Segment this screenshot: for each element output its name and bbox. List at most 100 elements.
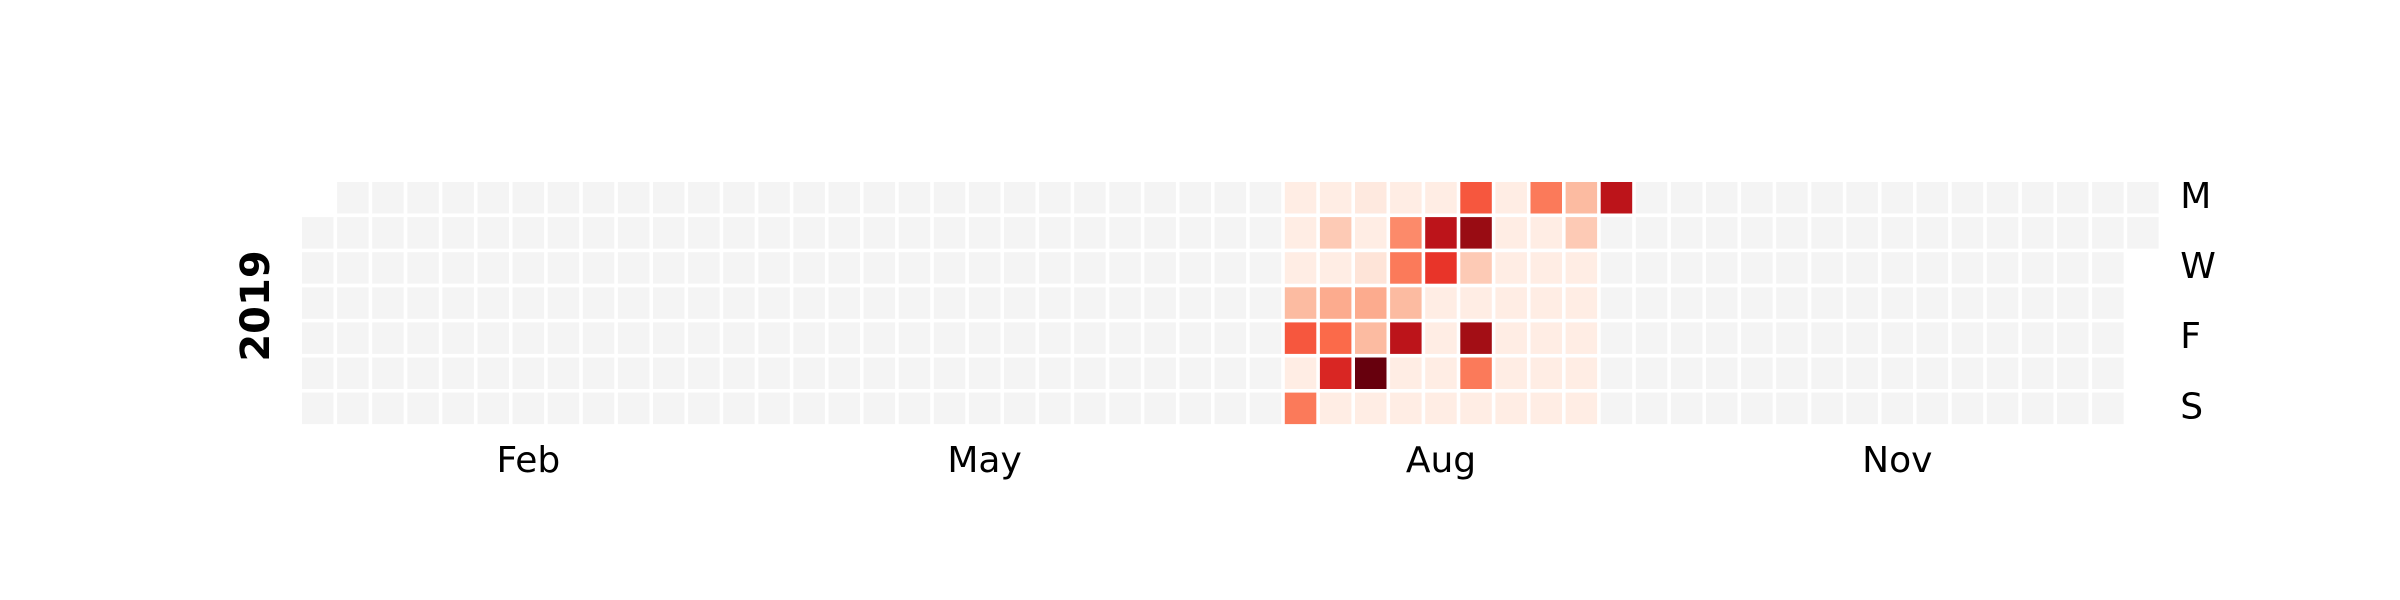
heatmap-cell-empty bbox=[1635, 182, 1668, 214]
heatmap-cell-empty bbox=[372, 287, 404, 319]
heatmap-cell-active bbox=[1600, 182, 1633, 214]
heatmap-cell-empty bbox=[477, 357, 509, 389]
heatmap-cell-empty bbox=[617, 217, 650, 249]
heatmap-cell-active bbox=[1355, 252, 1387, 284]
heatmap-cell-empty bbox=[898, 392, 931, 425]
heatmap-cell-empty bbox=[1670, 287, 1703, 319]
heatmap-cell-empty bbox=[1881, 322, 1913, 354]
heatmap-cell-active bbox=[1565, 182, 1598, 214]
heatmap-cell-empty bbox=[372, 252, 404, 284]
heatmap-cell-empty bbox=[1846, 392, 1878, 425]
heatmap-cell-empty bbox=[582, 182, 615, 214]
year-label: 2019 bbox=[233, 250, 279, 361]
heatmap-cell-empty bbox=[1144, 217, 1176, 249]
heatmap-cell-empty bbox=[863, 217, 896, 249]
heatmap-cell-active bbox=[1495, 252, 1527, 284]
heatmap-cell-empty bbox=[617, 182, 650, 214]
heatmap-cell-empty bbox=[2021, 392, 2054, 425]
heatmap-cell-empty bbox=[1916, 392, 1949, 425]
heatmap-cell-empty bbox=[1214, 252, 1247, 284]
heatmap-cell-empty bbox=[933, 322, 966, 354]
heatmap-cell-empty bbox=[1706, 357, 1738, 389]
heatmap-cell-empty bbox=[372, 217, 404, 249]
heatmap-cell-empty bbox=[1811, 287, 1843, 319]
heatmap-cell-empty bbox=[2092, 182, 2124, 214]
heatmap-cell-empty bbox=[1741, 357, 1773, 389]
heatmap-cell-empty bbox=[653, 217, 685, 249]
heatmap-cell-empty bbox=[898, 287, 931, 319]
heatmap-cell-empty bbox=[968, 357, 1001, 389]
heatmap-cell-empty bbox=[1706, 182, 1738, 214]
heatmap-cell-active bbox=[1284, 322, 1317, 354]
month-tick-label: Aug bbox=[1406, 440, 1476, 481]
heatmap-cell-empty bbox=[898, 217, 931, 249]
heatmap-cell-empty bbox=[1916, 182, 1949, 214]
heatmap-cell-empty bbox=[2057, 182, 2089, 214]
heatmap-cell-empty bbox=[723, 287, 755, 319]
heatmap-cell-empty bbox=[582, 217, 615, 249]
heatmap-cell-empty bbox=[407, 392, 439, 425]
heatmap-cell-empty bbox=[1776, 357, 1808, 389]
heatmap-cell-empty bbox=[1249, 322, 1282, 354]
heatmap-cell-empty bbox=[1811, 182, 1843, 214]
heatmap-cell-empty bbox=[793, 392, 825, 425]
heatmap-cell-empty bbox=[512, 357, 545, 389]
heatmap-cell-empty bbox=[933, 217, 966, 249]
heatmap-cell-empty bbox=[1249, 287, 1282, 319]
heatmap-cell-empty bbox=[477, 252, 509, 284]
heatmap-cell-empty bbox=[1249, 252, 1282, 284]
heatmap-cell-empty bbox=[1144, 392, 1176, 425]
heatmap-cell-empty bbox=[1600, 287, 1633, 319]
heatmap-cell-empty bbox=[793, 217, 825, 249]
heatmap-cell-empty bbox=[898, 182, 931, 214]
heatmap-cell-empty bbox=[1811, 357, 1843, 389]
heatmap-cell-empty bbox=[1109, 322, 1141, 354]
heatmap-cell-active bbox=[1425, 357, 1457, 389]
heatmap-cell-empty bbox=[653, 182, 685, 214]
heatmap-cell-empty bbox=[1039, 357, 1071, 389]
heatmap-cell-empty bbox=[1179, 252, 1211, 284]
heatmap-cell-empty bbox=[1741, 252, 1773, 284]
heatmap-cell-active bbox=[1319, 182, 1352, 214]
heatmap-cell-empty bbox=[1179, 182, 1211, 214]
heatmap-cell-empty bbox=[1039, 182, 1071, 214]
heatmap-cell-empty bbox=[863, 392, 896, 425]
heatmap-cell-empty bbox=[1811, 252, 1843, 284]
heatmap-cell-empty bbox=[337, 217, 369, 249]
heatmap-cell-empty bbox=[1004, 357, 1036, 389]
heatmap-cell-empty bbox=[1074, 217, 1106, 249]
heatmap-cell-empty bbox=[933, 252, 966, 284]
heatmap-cell-empty bbox=[1249, 217, 1282, 249]
heatmap-cell-empty bbox=[1074, 357, 1106, 389]
heatmap-cell-empty bbox=[337, 182, 369, 214]
heatmap-cell-active bbox=[1390, 217, 1422, 249]
heatmap-cell-empty bbox=[2057, 322, 2089, 354]
heatmap-cell-empty bbox=[1039, 287, 1071, 319]
heatmap-cell-empty bbox=[302, 322, 334, 354]
heatmap-cell-active bbox=[1390, 252, 1422, 284]
heatmap-cell-empty bbox=[1846, 357, 1878, 389]
month-tick-label: Nov bbox=[1862, 440, 1932, 481]
heatmap-cell-empty bbox=[898, 322, 931, 354]
heatmap-cell-empty bbox=[2057, 357, 2089, 389]
heatmap-cell-active bbox=[1425, 252, 1457, 284]
heatmap-cell-empty bbox=[1881, 252, 1913, 284]
heatmap-cell-empty bbox=[1179, 217, 1211, 249]
heatmap-cell-empty bbox=[2092, 217, 2124, 249]
heatmap-cell-empty bbox=[512, 392, 545, 425]
heatmap-cell-empty bbox=[1811, 322, 1843, 354]
heatmap-cell-empty bbox=[477, 392, 509, 425]
heatmap-cell-active bbox=[1460, 182, 1492, 214]
heatmap-cell-empty bbox=[302, 357, 334, 389]
heatmap-cell-empty bbox=[758, 287, 790, 319]
heatmap-cell-active bbox=[1460, 287, 1492, 319]
heatmap-cell-empty bbox=[1670, 182, 1703, 214]
heatmap-cell-empty bbox=[1144, 252, 1176, 284]
heatmap-cell-empty bbox=[337, 287, 369, 319]
heatmap-cell-empty bbox=[337, 252, 369, 284]
heatmap-cell-active bbox=[1284, 217, 1317, 249]
heatmap-cell-empty bbox=[863, 357, 896, 389]
heatmap-cell-active bbox=[1355, 182, 1387, 214]
heatmap-cell-empty bbox=[582, 322, 615, 354]
